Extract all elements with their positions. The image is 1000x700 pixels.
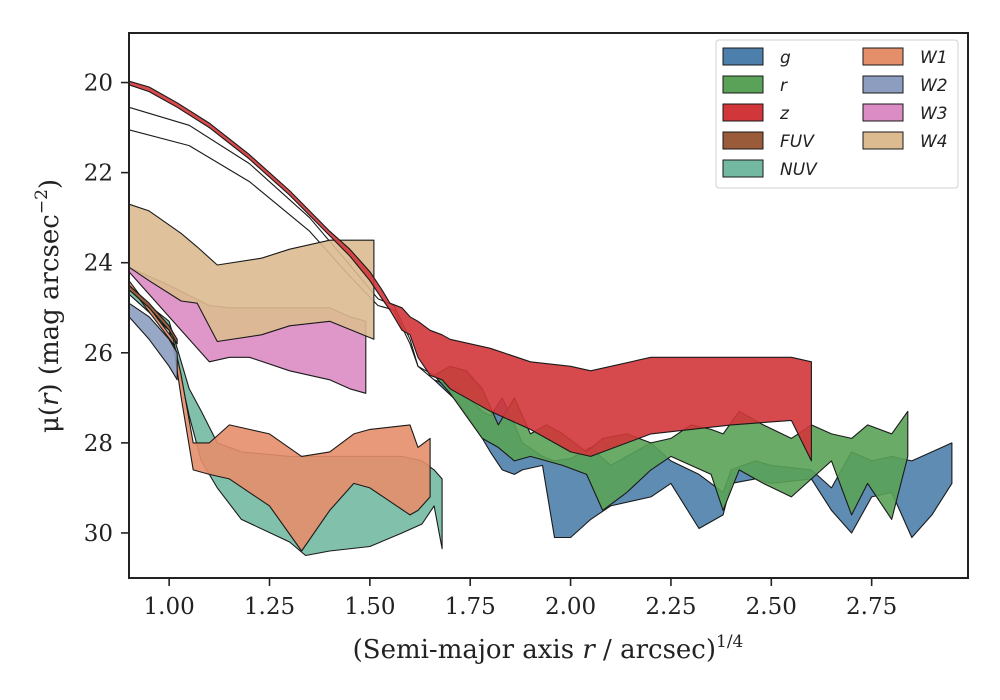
legend-label-fuv: FUV bbox=[780, 132, 815, 152]
band-fuv bbox=[128, 284, 178, 345]
legend-label-z: z bbox=[779, 104, 790, 124]
legend-label-w4: W4 bbox=[920, 132, 948, 152]
legend-swatch-z bbox=[722, 103, 764, 122]
y-axis-label: μ(r) (mag arcsec−2) bbox=[32, 179, 65, 433]
legend-swatch-w4 bbox=[862, 131, 904, 150]
legend-swatch-w1 bbox=[862, 47, 904, 66]
legend-swatch-w3 bbox=[862, 103, 904, 122]
legend-label-w3: W3 bbox=[920, 104, 948, 124]
legend-label-r: r bbox=[780, 76, 788, 96]
band-w2 bbox=[128, 302, 178, 381]
y-axis: 20 22 24 26 28 30 bbox=[84, 71, 129, 547]
x-tick-label: 2.75 bbox=[846, 594, 897, 620]
legend-swatch-r bbox=[722, 75, 764, 94]
y-tick-label: 22 bbox=[84, 161, 113, 187]
band-w1 bbox=[128, 280, 431, 552]
plot-frame bbox=[128, 32, 969, 579]
y-tick-label: 30 bbox=[84, 521, 113, 547]
legend-swatch-g bbox=[722, 47, 764, 66]
y-tick-label: 28 bbox=[84, 431, 113, 457]
band-z bbox=[128, 80, 812, 462]
x-axis-label: (Semi-major axis r / arcsec)1/4 bbox=[353, 632, 744, 665]
legend-swatch-nuv bbox=[722, 159, 764, 178]
x-tick-label: 1.00 bbox=[144, 594, 195, 620]
x-tick-label: 2.00 bbox=[545, 594, 596, 620]
legend-swatch-fuv bbox=[722, 131, 764, 150]
x-tick-label: 2.50 bbox=[746, 594, 797, 620]
y-tick-label: 26 bbox=[84, 341, 113, 367]
x-tick-label: 1.25 bbox=[244, 594, 295, 620]
y-tick-label: 20 bbox=[84, 71, 113, 97]
legend-label-nuv: NUV bbox=[780, 160, 818, 180]
y-tick-label: 24 bbox=[84, 251, 113, 277]
legend-label-w2: W2 bbox=[920, 76, 948, 96]
legend: grz FUV NUV W1 W2 W3 W4 bbox=[715, 39, 959, 189]
x-tick-label: 2.25 bbox=[645, 594, 696, 620]
legend-swatch-w2 bbox=[862, 75, 904, 94]
legend-label-g: g bbox=[780, 48, 791, 68]
legend-label-w1: W1 bbox=[920, 48, 948, 68]
x-tick-label: 1.50 bbox=[344, 594, 395, 620]
x-tick-label: 1.75 bbox=[445, 594, 496, 620]
plot-area bbox=[128, 80, 953, 557]
x-axis: 1.00 1.25 1.50 1.75 2.00 2.25 2.50 2.75 bbox=[144, 578, 897, 620]
band-w4 bbox=[128, 203, 375, 343]
